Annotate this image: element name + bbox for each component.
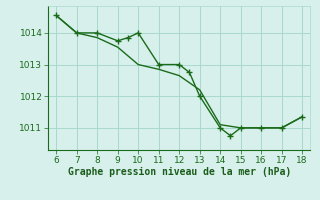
X-axis label: Graphe pression niveau de la mer (hPa): Graphe pression niveau de la mer (hPa) — [68, 167, 291, 177]
